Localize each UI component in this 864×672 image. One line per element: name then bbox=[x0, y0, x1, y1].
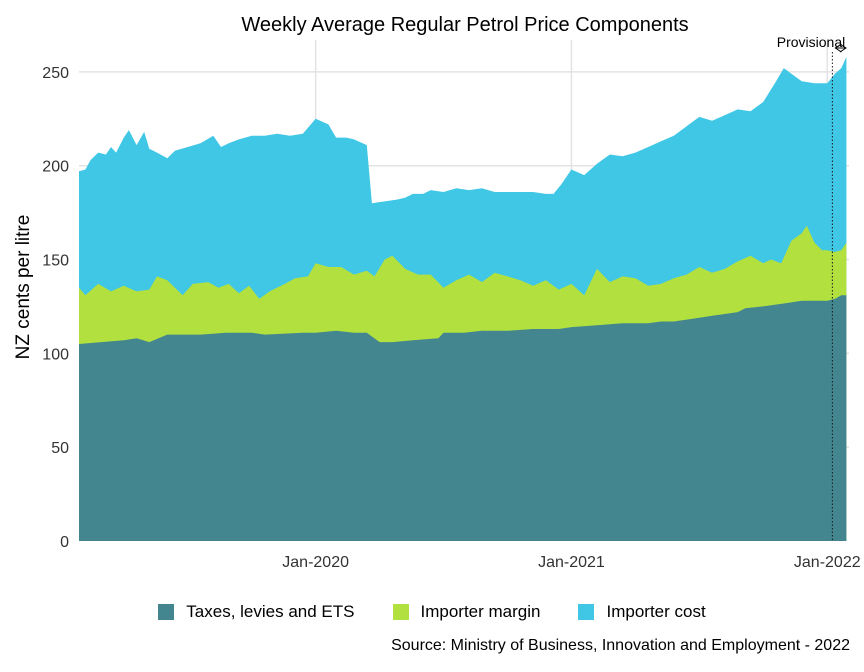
y-tick-label: 250 bbox=[42, 65, 69, 82]
provisional-arrow-left bbox=[834, 43, 842, 53]
area-taxes bbox=[79, 295, 847, 541]
x-tick-label: Jan-2022 bbox=[794, 554, 861, 571]
y-tick-label: 150 bbox=[42, 253, 69, 270]
legend: Taxes, levies and ETS Importer margin Im… bbox=[0, 600, 864, 624]
y-tick-label: 200 bbox=[42, 159, 69, 176]
axes: 0 50 100 150 200 250 Jan-2020 Jan-2021 Jan-2022 bbox=[42, 65, 860, 571]
stacked-areas bbox=[79, 56, 847, 542]
legend-swatch-taxes bbox=[158, 604, 175, 620]
legend-label-taxes: Taxes, levies and ETS bbox=[186, 602, 355, 621]
legend-item-cost: Importer cost bbox=[578, 602, 706, 622]
y-tick-label: 50 bbox=[51, 440, 69, 457]
legend-swatch-margin bbox=[392, 604, 409, 620]
y-axis-label: NZ cents per litre bbox=[13, 215, 34, 360]
x-tick-label: Jan-2021 bbox=[538, 554, 605, 571]
legend-swatch-cost bbox=[578, 604, 595, 620]
provisional-annotation: Provisional bbox=[777, 34, 847, 541]
y-tick-label: 100 bbox=[42, 346, 69, 363]
legend-label-margin: Importer margin bbox=[420, 602, 541, 621]
legend-item-taxes: Taxes, levies and ETS bbox=[158, 602, 355, 622]
legend-label-cost: Importer cost bbox=[606, 602, 706, 621]
chart-canvas: Weekly Average Regular Petrol Price Comp… bbox=[13, 14, 861, 571]
provisional-arrow-right bbox=[839, 43, 847, 53]
provisional-label: Provisional bbox=[777, 34, 845, 50]
y-tick-label: 0 bbox=[60, 534, 69, 551]
chart-title: Weekly Average Regular Petrol Price Comp… bbox=[241, 14, 688, 36]
source-note: Source: Ministry of Business, Innovation… bbox=[391, 637, 850, 654]
legend-item-margin: Importer margin bbox=[392, 602, 541, 622]
x-tick-label: Jan-2020 bbox=[282, 554, 349, 571]
